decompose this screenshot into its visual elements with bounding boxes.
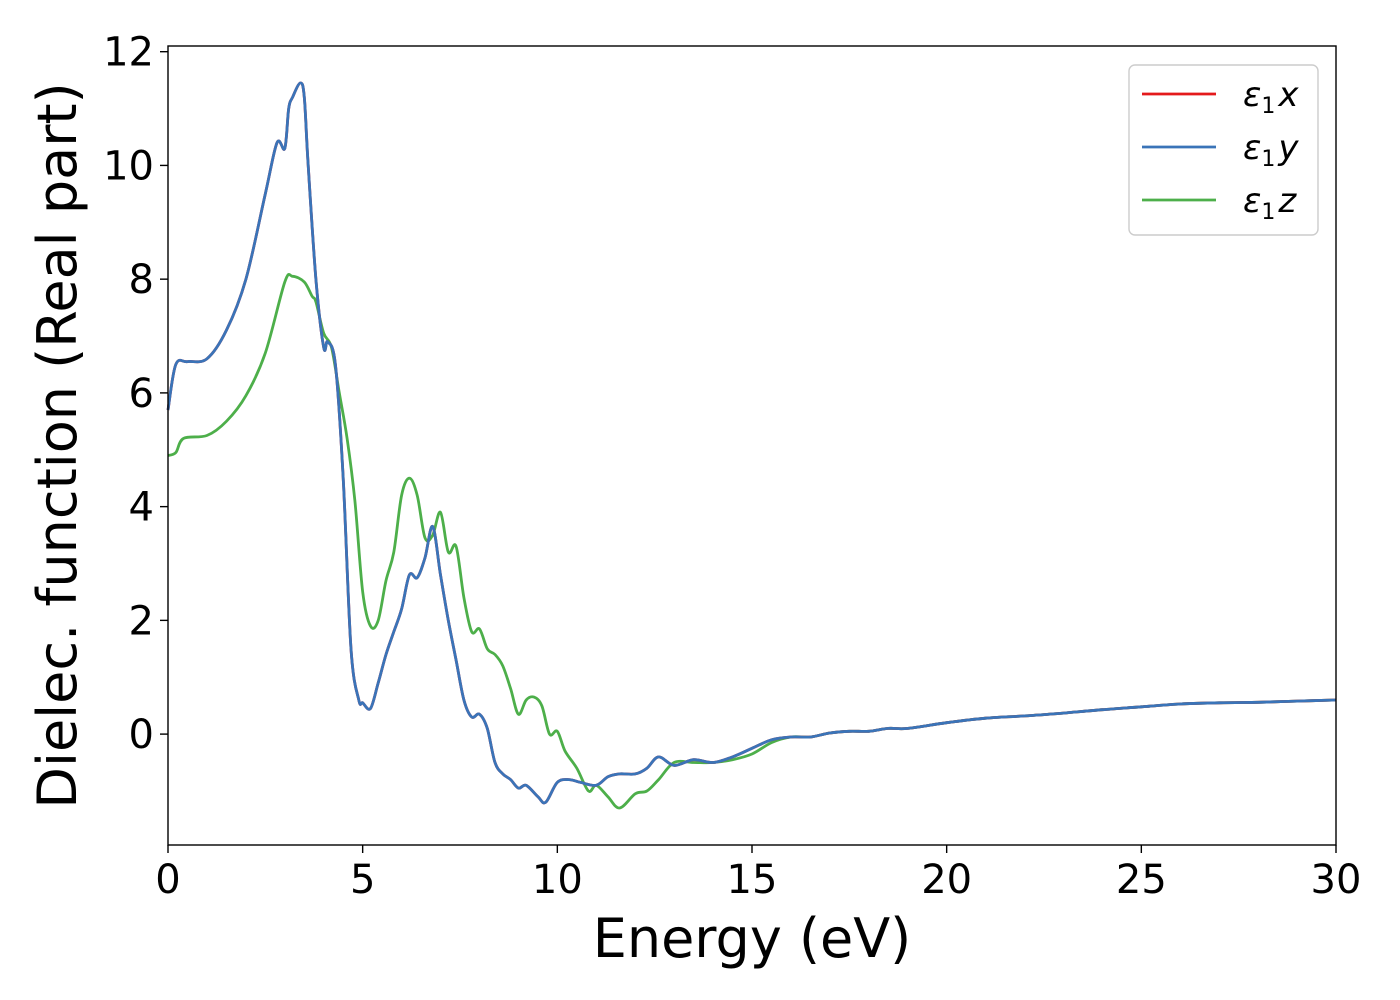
x-tick-label: 15 (727, 857, 778, 903)
x-tick-label: 20 (921, 857, 972, 903)
y-tick-label: 6 (129, 371, 154, 417)
y-tick-label: 0 (129, 712, 154, 758)
series-line-z (167, 272, 1337, 810)
legend-label-z: ε1z (1243, 181, 1297, 225)
y-axis-ticks: 0 2 4 6 8 10 12 (103, 30, 168, 758)
x-tick-label: 30 (1311, 857, 1362, 903)
x-tick-label: 10 (532, 857, 583, 903)
legend-box (1128, 64, 1319, 236)
legend-label-y: ε1y (1243, 128, 1299, 172)
y-axis-label: Dielec. function (Real part) (26, 82, 89, 808)
x-axis-label: Energy (eV) (593, 907, 912, 970)
x-tick-label: 25 (1116, 857, 1167, 903)
series-lines (166, 81, 1337, 810)
x-tick-label: 5 (350, 857, 375, 903)
legend: ε1x ε1y ε1z (1128, 64, 1319, 236)
x-tick-label: 0 (155, 857, 180, 903)
series-line-y (166, 81, 1337, 805)
y-tick-label: 8 (129, 257, 154, 303)
legend-label-x: ε1x (1243, 75, 1299, 119)
y-tick-label: 2 (129, 598, 154, 644)
y-tick-label: 4 (129, 485, 154, 531)
y-tick-label: 10 (103, 143, 154, 189)
x-axis-ticks: 0 5 10 15 20 25 30 (155, 845, 1361, 903)
y-tick-label: 12 (103, 30, 154, 76)
